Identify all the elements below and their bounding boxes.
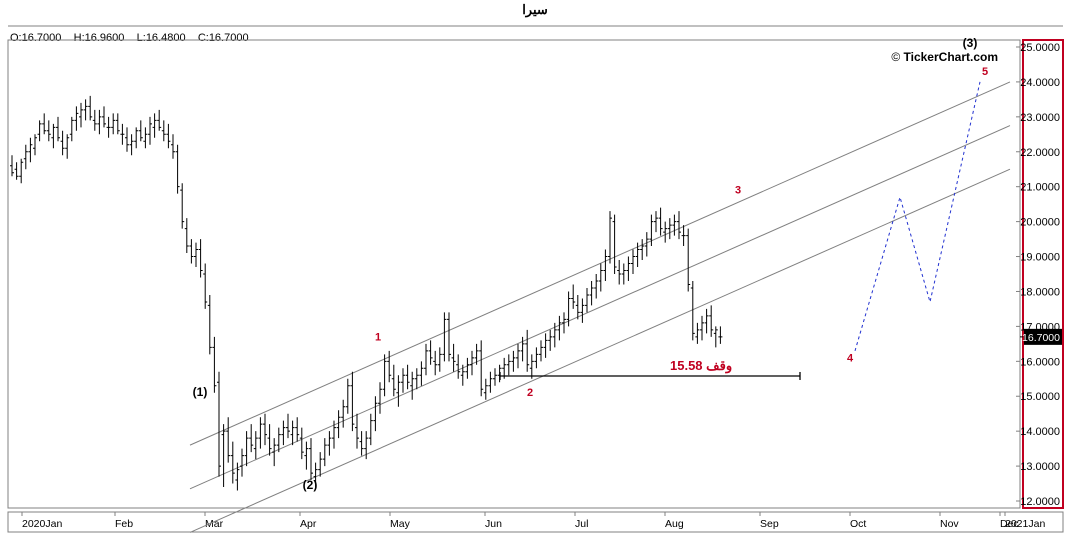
svg-text:12.0000: 12.0000 (1020, 496, 1060, 508)
chart-canvas[interactable]: 12.000013.000014.000015.000016.000017.00… (0, 0, 1070, 542)
svg-text:وقف 15.58: وقف 15.58 (670, 358, 732, 374)
svg-text:Feb: Feb (115, 518, 133, 530)
svg-text:2020Jan: 2020Jan (22, 518, 62, 530)
svg-text:3: 3 (735, 185, 741, 197)
svg-text:16.0000: 16.0000 (1020, 356, 1060, 368)
chart-root: سيرا O:16.7000 H:16.9600 L:16.4800 C:16.… (0, 0, 1070, 542)
svg-text:Jun: Jun (485, 518, 502, 530)
svg-text:13.0000: 13.0000 (1020, 461, 1060, 473)
svg-text:(1): (1) (193, 385, 208, 399)
svg-text:Jul: Jul (575, 518, 588, 530)
svg-text:May: May (390, 518, 411, 530)
svg-text:19.0000: 19.0000 (1020, 252, 1060, 264)
svg-text:Mar: Mar (205, 518, 224, 530)
svg-text:2021Jan: 2021Jan (1005, 518, 1045, 530)
svg-text:Aug: Aug (665, 518, 684, 530)
svg-text:1: 1 (375, 331, 381, 343)
svg-text:Nov: Nov (940, 518, 959, 530)
svg-text:25.0000: 25.0000 (1020, 42, 1060, 54)
svg-text:4: 4 (847, 352, 854, 364)
svg-text:2: 2 (527, 387, 533, 399)
svg-text:24.0000: 24.0000 (1020, 77, 1060, 89)
svg-text:15.0000: 15.0000 (1020, 391, 1060, 403)
svg-text:14.0000: 14.0000 (1020, 426, 1060, 438)
svg-text:Sep: Sep (760, 518, 779, 530)
svg-text:(3): (3) (963, 36, 978, 50)
svg-text:18.0000: 18.0000 (1020, 286, 1060, 298)
svg-text:Oct: Oct (850, 518, 866, 530)
svg-text:22.0000: 22.0000 (1020, 147, 1060, 159)
svg-text:20.0000: 20.0000 (1020, 217, 1060, 229)
svg-text:23.0000: 23.0000 (1020, 112, 1060, 124)
svg-text:21.0000: 21.0000 (1020, 182, 1060, 194)
svg-text:Apr: Apr (300, 518, 317, 530)
svg-text:16.7000: 16.7000 (1022, 332, 1060, 344)
svg-text:5: 5 (982, 66, 988, 78)
